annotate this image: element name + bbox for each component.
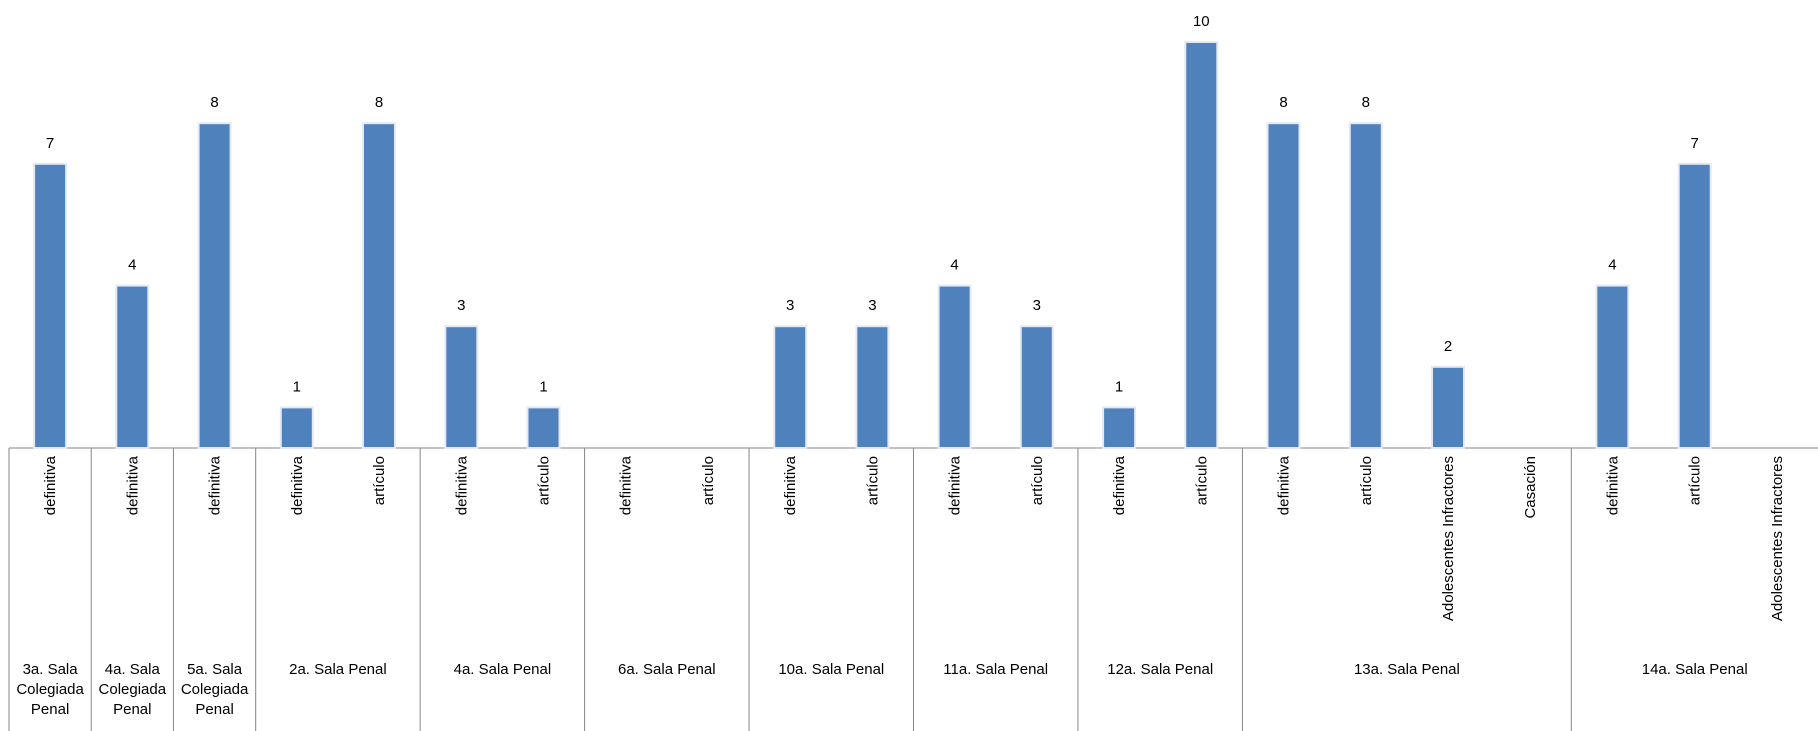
bar	[1266, 122, 1301, 449]
category-label: artículo	[536, 456, 553, 505]
data-label: 3	[457, 297, 465, 314]
data-label: 7	[46, 135, 54, 152]
bar	[937, 284, 972, 449]
group-label: 14a. Sala Penal	[1642, 661, 1748, 678]
category-label: definitiva	[1604, 455, 1621, 515]
group-label: 5a. Sala Colegiada Penal	[181, 661, 249, 718]
bar	[1431, 365, 1465, 449]
category-label: definitiva	[782, 455, 799, 515]
data-label: 4	[1608, 257, 1616, 274]
bar	[1019, 325, 1054, 450]
bar	[197, 122, 232, 449]
category-label: definitiva	[42, 455, 59, 515]
bar	[115, 284, 150, 449]
group-label: 4a. Sala Penal	[454, 661, 552, 678]
data-label: 2	[1444, 338, 1452, 355]
bar	[526, 406, 561, 449]
category-label: artículo	[1358, 456, 1375, 505]
category-label: Adolescentes Infractores	[1769, 456, 1786, 621]
category-label: Casación	[1522, 456, 1539, 519]
category-label: definitiva	[618, 455, 635, 515]
category-label: definitiva	[1111, 455, 1128, 515]
data-label: 3	[786, 297, 794, 314]
group-label: 2a. Sala Penal	[289, 661, 387, 678]
category-label: artículo	[700, 456, 717, 505]
group-label: 3a. Sala Colegiada Penal	[16, 661, 84, 718]
category-label: definitiva	[124, 455, 141, 515]
data-label: 3	[868, 297, 876, 314]
data-label: 1	[293, 378, 301, 395]
data-label: 8	[375, 94, 383, 111]
bar	[362, 122, 396, 449]
data-label: 1	[539, 378, 547, 395]
bar	[444, 325, 479, 450]
category-label: artículo	[371, 456, 388, 505]
category-label: definitiva	[207, 455, 224, 515]
bar	[1102, 406, 1137, 449]
group-label: 12a. Sala Penal	[1107, 661, 1213, 678]
category-label: artículo	[864, 456, 881, 505]
data-label: 8	[1362, 94, 1370, 111]
group-label: 4a. Sala Colegiada Penal	[99, 661, 167, 718]
bar	[1595, 284, 1630, 449]
group-label: 11a. Sala Penal	[943, 661, 1048, 678]
data-label: 10	[1193, 13, 1210, 30]
data-label: 7	[1691, 135, 1699, 152]
data-label: 4	[950, 257, 958, 274]
category-label: definitiva	[947, 455, 964, 515]
bar	[1677, 162, 1712, 450]
group-label: 10a. Sala Penal	[778, 661, 884, 678]
category-label: artículo	[1193, 456, 1210, 505]
bar	[855, 325, 890, 450]
category-label: definitiva	[289, 455, 306, 515]
group-label: 13a. Sala Penal	[1354, 661, 1460, 678]
bar	[33, 162, 68, 450]
data-label: 3	[1033, 297, 1041, 314]
data-label: 4	[128, 257, 136, 274]
bar	[279, 406, 314, 449]
bar	[1184, 41, 1219, 449]
category-label: artículo	[1687, 456, 1704, 505]
bar	[773, 325, 808, 450]
data-label: 8	[1279, 94, 1287, 111]
data-label: 8	[210, 94, 218, 111]
category-label: definitiva	[1276, 455, 1293, 515]
category-label: definitiva	[453, 455, 470, 515]
category-label: artículo	[1029, 456, 1046, 505]
group-label: 6a. Sala Penal	[618, 661, 716, 678]
bar	[1348, 122, 1383, 449]
category-label: Adolescentes Infractores	[1440, 456, 1457, 621]
data-label: 1	[1115, 378, 1123, 395]
